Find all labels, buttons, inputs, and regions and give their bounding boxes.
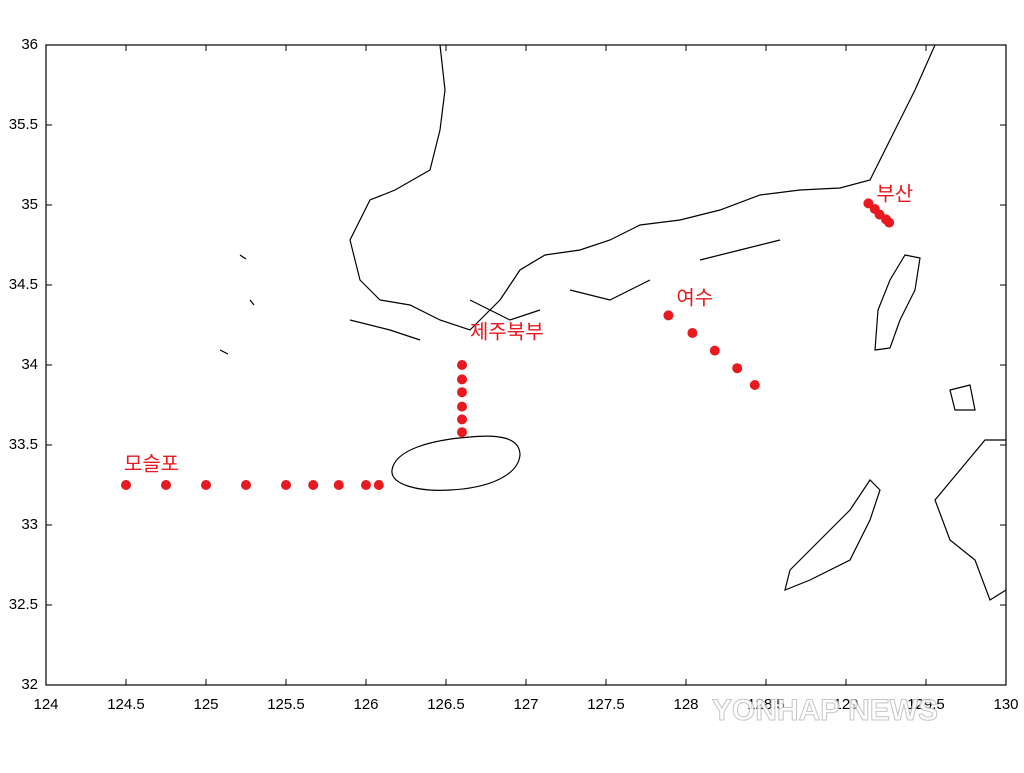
x-tick-label: 130 [993,696,1018,713]
y-tick-label: 35 [21,196,38,213]
x-tick-label: 127 [513,696,538,713]
jeju-island [391,435,521,491]
x-tick-label: 128 [673,696,698,713]
station-label: 부산 [876,183,913,206]
station-point [457,387,467,398]
x-tick-label: 124.5 [107,696,145,713]
y-tick-label: 35.5 [9,116,38,133]
station-point [749,380,760,390]
x-tick-label: 125 [193,696,218,713]
x-tick-label: 126 [353,696,378,713]
tsushima [874,254,921,351]
watermark: YONHAP NEWS [712,694,938,727]
coastlines [219,44,1007,601]
x-tick-label: 128.5 [747,696,785,713]
station-point [732,363,743,374]
station-point [457,360,467,370]
y-tick-label: 33.5 [9,436,38,453]
station-label: 모슬포 [124,452,179,475]
station-point [121,480,131,490]
x-tick-label: 129.5 [907,696,945,713]
station-point [457,401,467,412]
station-label: 여수 [676,287,713,310]
station-point [361,480,371,490]
station-point [709,345,720,356]
x-tick-label: 127.5 [587,696,625,713]
x-tick-label: 124 [33,696,58,713]
korea-islands [219,239,781,355]
station-point [663,310,674,321]
station-point [884,217,895,228]
station-point [457,427,467,438]
station-point [201,480,211,490]
station-point [241,480,251,490]
y-tick-label: 34.5 [9,276,38,293]
y-tick-label: 32.5 [9,596,38,613]
x-tick-label: 126.5 [427,696,465,713]
station-point [373,480,384,490]
station-point [687,328,698,338]
x-tick-label: 129 [833,696,858,713]
plot-frame [45,44,1007,686]
station-point [333,480,344,490]
y-tick-label: 34 [21,356,38,373]
chart-layer: 124 124.5 125 125.5 126 126.5 127 127.5 128 128.5… [9,36,1019,713]
station-point [161,480,171,490]
station-label: 제주북부 [470,320,544,343]
y-tick-label: 33 [21,516,38,533]
station-point [281,480,291,490]
kyushu [784,384,1007,601]
x-tick-label: 125.5 [267,696,305,713]
station-point [457,414,467,425]
y-tick-label: 32 [21,676,38,693]
station-point [308,480,319,490]
korea-coast [349,44,936,331]
station-point [457,374,467,385]
y-tick-label: 36 [21,36,38,53]
